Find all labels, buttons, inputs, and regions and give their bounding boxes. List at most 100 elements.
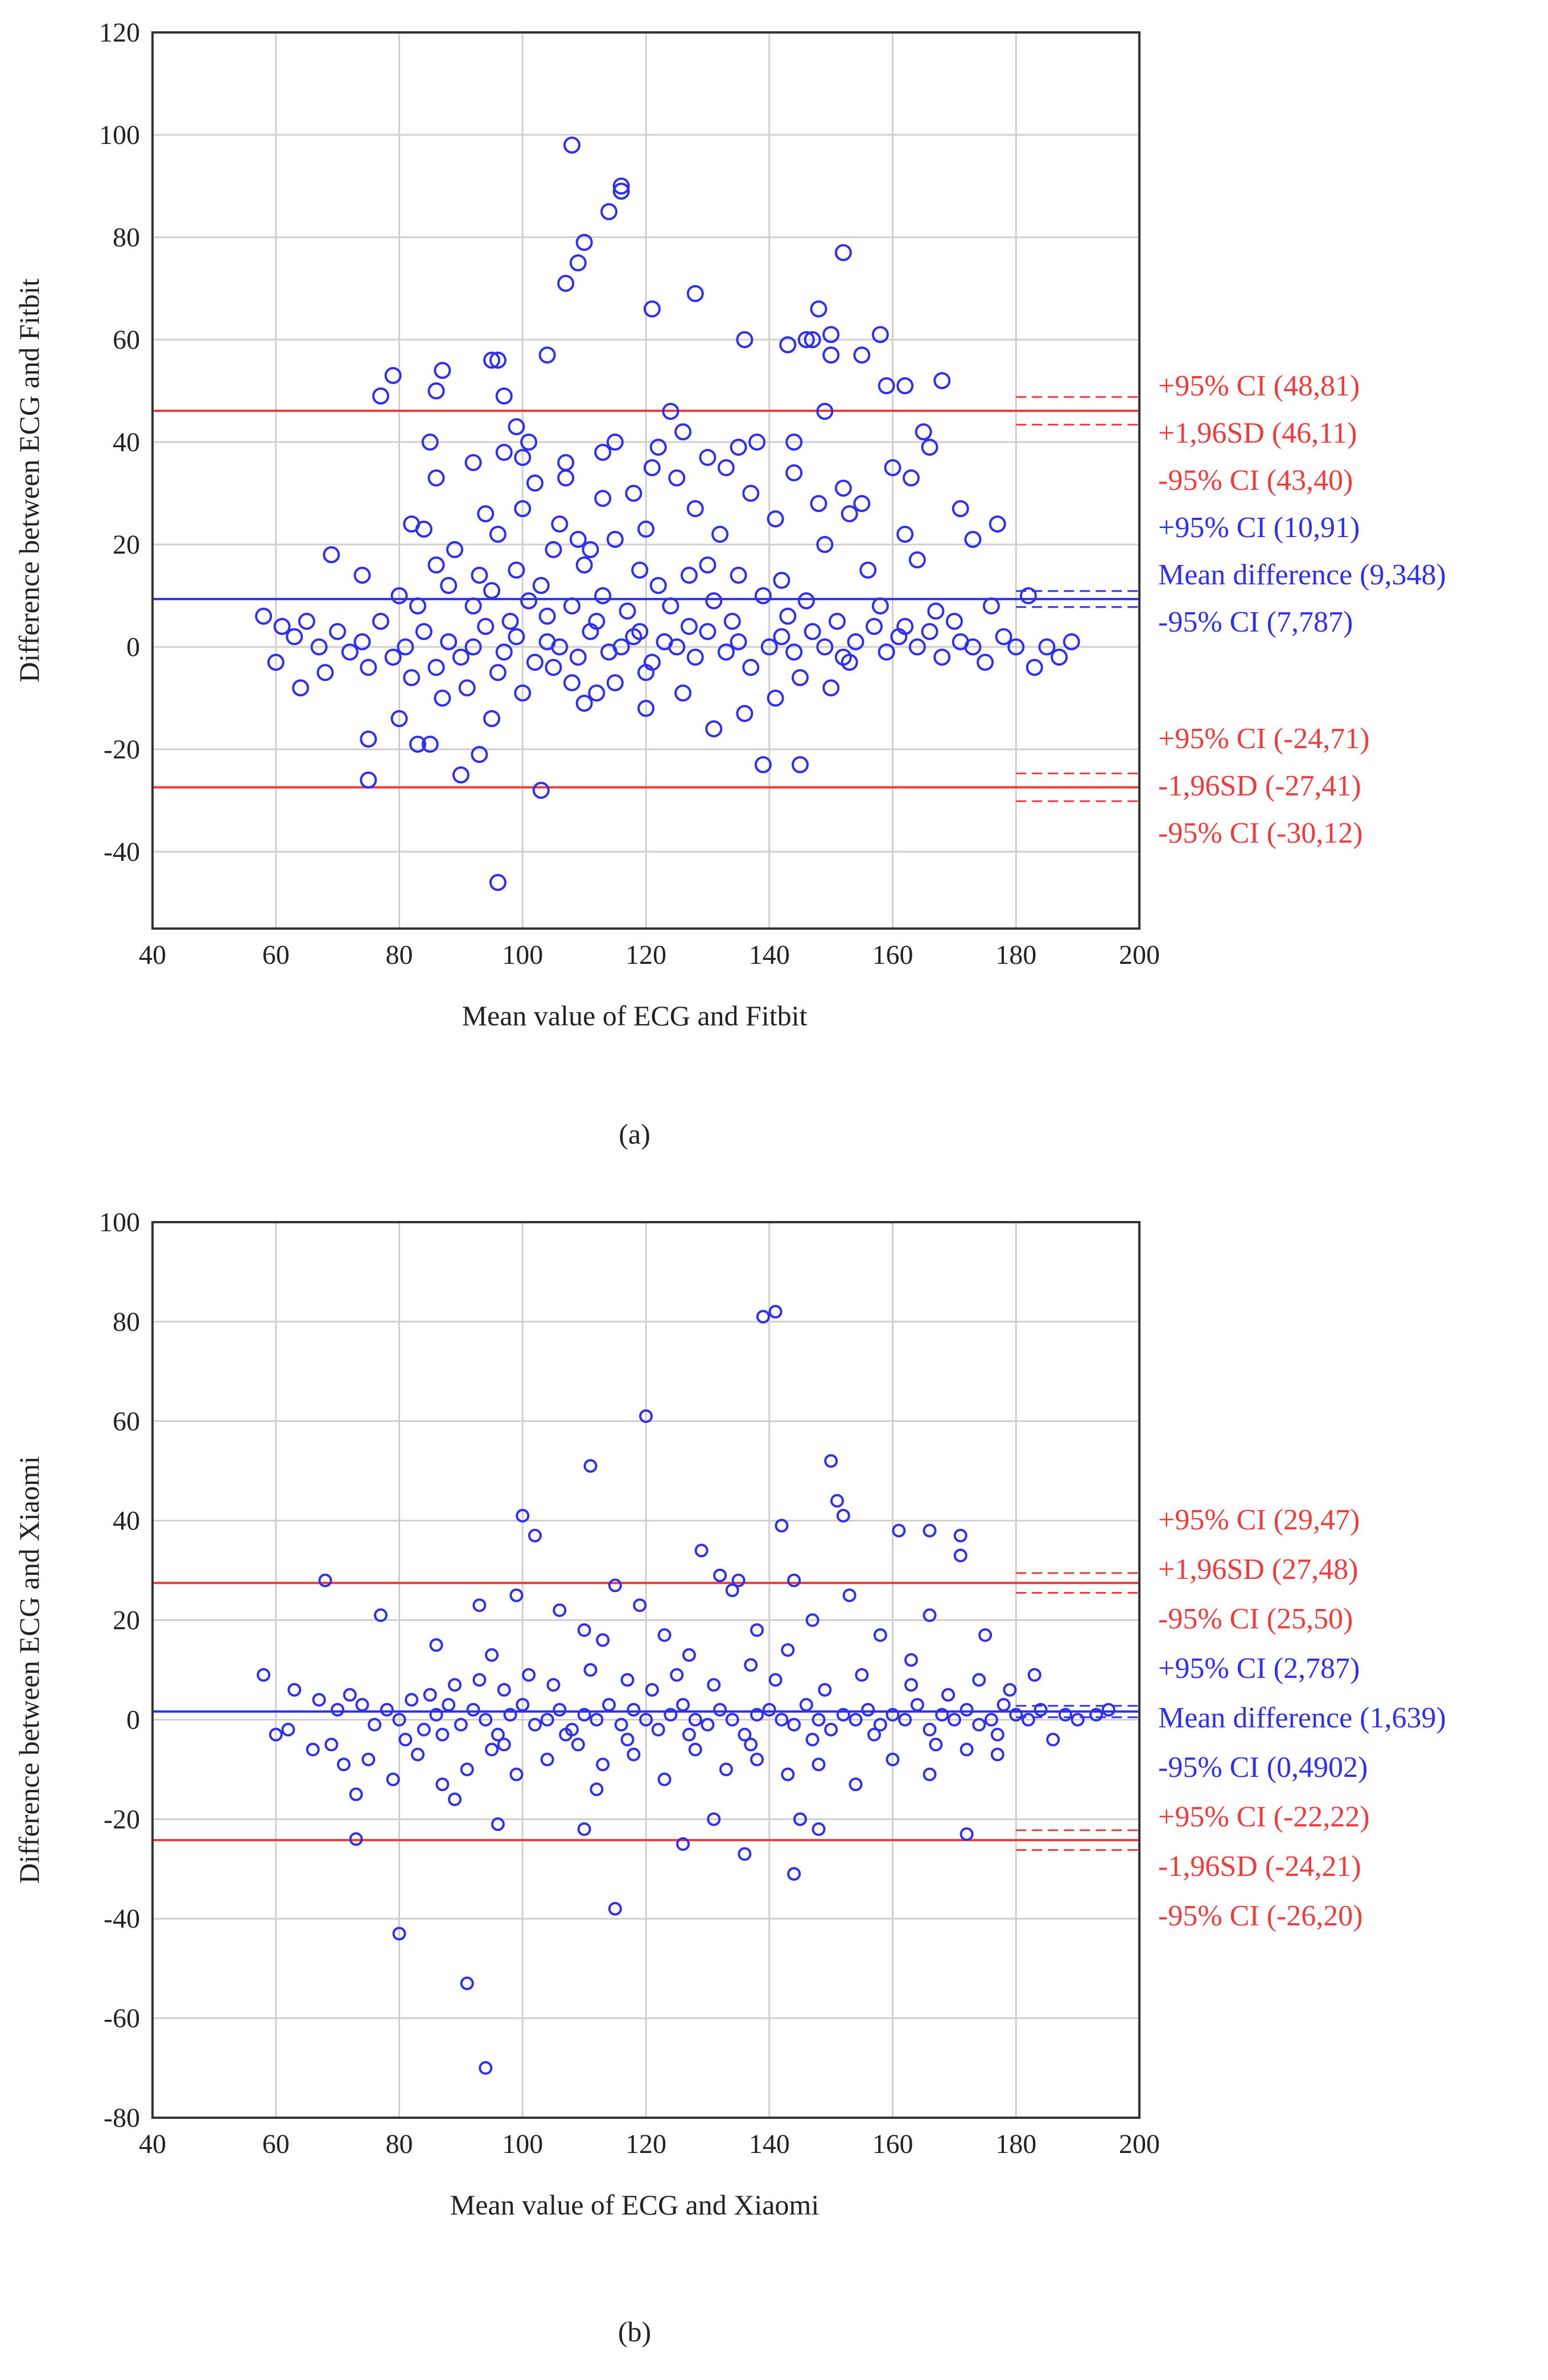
data-point xyxy=(483,710,501,727)
annotation-label: -95% CI (25,50) xyxy=(1158,1603,1353,1635)
data-point xyxy=(742,659,760,676)
data-point xyxy=(960,1742,974,1756)
data-point xyxy=(343,1688,357,1702)
data-point xyxy=(323,546,340,563)
data-point xyxy=(676,1837,690,1851)
data-point xyxy=(528,1718,542,1732)
data-point xyxy=(711,526,729,543)
data-point xyxy=(575,234,593,251)
data-point xyxy=(977,654,994,671)
data-point xyxy=(386,1772,400,1787)
data-point xyxy=(699,556,717,574)
data-point xyxy=(818,1682,832,1697)
data-point xyxy=(434,362,451,379)
data-point xyxy=(927,603,945,620)
annotation-label: +95% CI (-24,71) xyxy=(1158,723,1370,755)
data-point xyxy=(503,1707,517,1722)
data-point xyxy=(787,1867,801,1881)
data-point xyxy=(921,623,938,640)
data-point xyxy=(360,659,377,676)
data-point xyxy=(910,1698,924,1712)
data-point xyxy=(390,710,408,727)
data-point xyxy=(935,1707,949,1722)
data-point xyxy=(409,597,427,614)
data-point xyxy=(878,644,895,661)
data-point xyxy=(546,1678,561,1692)
y-tick-label: 60 xyxy=(113,1406,140,1437)
x-tick-label: 200 xyxy=(1119,2129,1160,2159)
figure-caption: (b) xyxy=(618,2316,651,2348)
data-point xyxy=(606,434,624,451)
data-point xyxy=(742,485,760,502)
data-point xyxy=(805,1613,820,1627)
data-point xyxy=(830,1494,844,1508)
data-point xyxy=(509,1767,524,1781)
data-point xyxy=(847,633,864,650)
data-point xyxy=(594,444,612,461)
data-point xyxy=(657,1628,672,1642)
data-point xyxy=(1007,638,1025,655)
data-point xyxy=(532,782,550,799)
data-point xyxy=(583,1459,598,1473)
data-point xyxy=(921,439,938,456)
data-point xyxy=(725,1713,739,1727)
data-point xyxy=(779,608,797,625)
data-point xyxy=(588,684,606,702)
x-tick-label: 180 xyxy=(995,940,1036,970)
data-point xyxy=(676,1698,690,1712)
data-point xyxy=(804,623,821,640)
data-point xyxy=(861,1702,875,1717)
data-point xyxy=(440,633,458,650)
data-point xyxy=(670,1668,684,1682)
data-point xyxy=(442,1698,456,1712)
data-point xyxy=(682,1648,696,1662)
data-point xyxy=(645,1682,659,1697)
data-point xyxy=(785,644,803,661)
data-point xyxy=(812,1822,826,1836)
data-point xyxy=(886,1752,900,1767)
data-point xyxy=(563,597,580,614)
data-point xyxy=(489,664,507,681)
data-point xyxy=(316,664,334,681)
data-point xyxy=(657,1772,672,1787)
data-point xyxy=(707,1678,721,1692)
data-point xyxy=(427,659,445,676)
data-point xyxy=(680,618,698,635)
y-tick-label: -20 xyxy=(104,1804,140,1834)
data-point xyxy=(871,597,889,614)
data-point xyxy=(816,638,834,655)
data-point xyxy=(812,1758,826,1772)
data-point xyxy=(491,1727,505,1742)
data-point xyxy=(705,592,723,609)
data-point xyxy=(797,331,815,348)
data-point xyxy=(699,449,717,466)
data-point xyxy=(694,1544,709,1558)
data-point xyxy=(286,628,303,645)
data-point xyxy=(477,505,495,522)
data-point xyxy=(483,352,501,369)
data-point xyxy=(989,515,1006,533)
data-point xyxy=(853,347,871,364)
x-tick-label: 80 xyxy=(386,2129,413,2159)
data-point xyxy=(810,300,827,317)
data-point xyxy=(545,541,562,558)
figure-caption: (a) xyxy=(619,1118,651,1150)
data-point xyxy=(731,1573,746,1587)
y-tick-label: 0 xyxy=(126,632,140,662)
data-point xyxy=(750,1752,764,1767)
data-point xyxy=(1027,1668,1041,1682)
data-point xyxy=(853,495,871,512)
data-point xyxy=(421,434,439,451)
x-tick-label: 160 xyxy=(872,940,913,970)
data-point xyxy=(380,1702,394,1717)
data-point xyxy=(514,684,532,702)
x-tick-label: 180 xyxy=(995,2129,1036,2159)
data-point xyxy=(964,638,982,655)
data-point xyxy=(398,1733,413,1747)
data-point xyxy=(705,720,723,737)
y-tick-label: 40 xyxy=(113,1506,140,1536)
data-point xyxy=(688,1742,702,1756)
data-point xyxy=(754,756,772,773)
data-point xyxy=(575,695,593,712)
x-tick-label: 160 xyxy=(872,2129,913,2159)
